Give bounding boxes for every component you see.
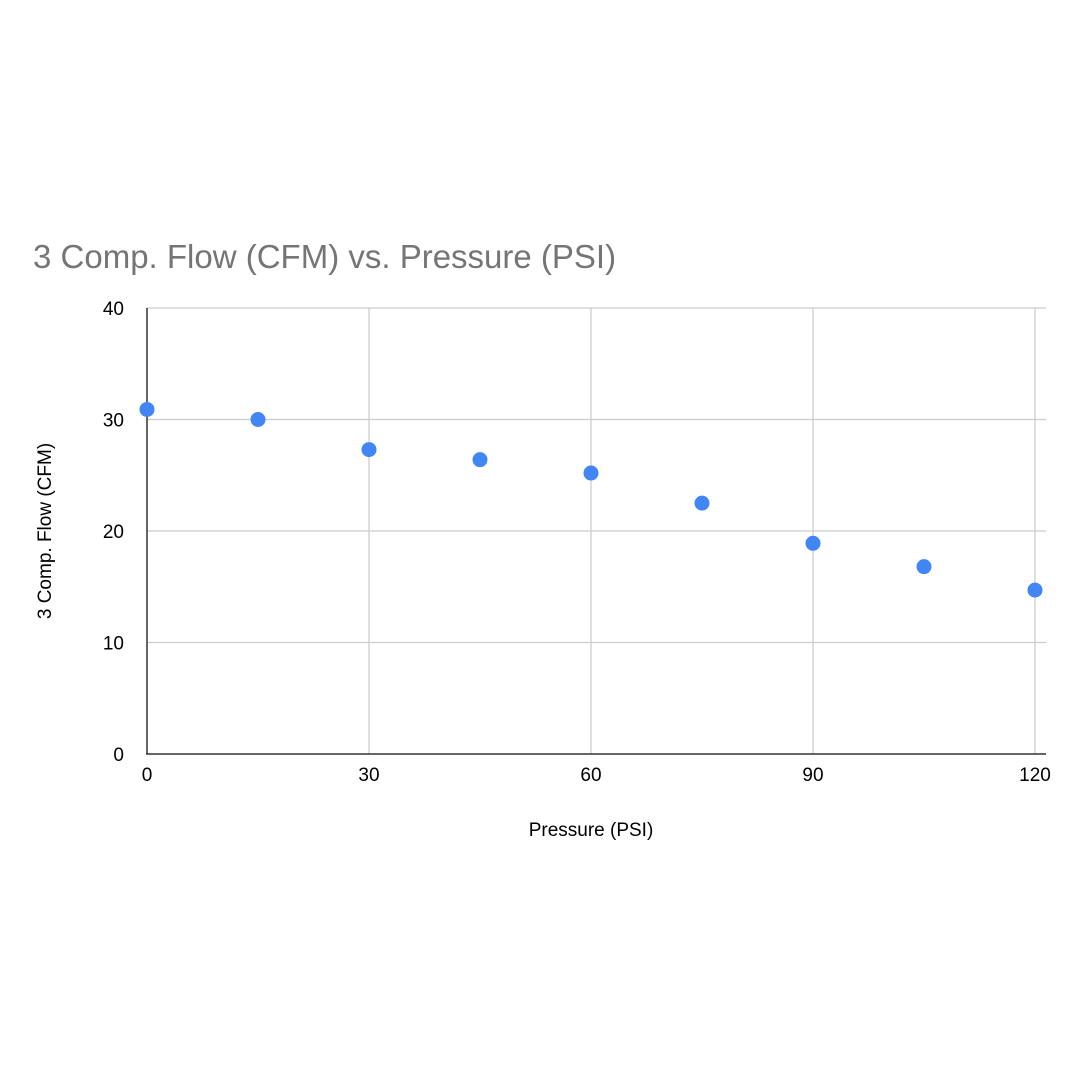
x-tick-label: 60 bbox=[580, 765, 601, 786]
data-point bbox=[472, 452, 488, 468]
y-tick-label: 40 bbox=[103, 299, 124, 320]
data-point bbox=[250, 412, 266, 427]
y-tick-label: 30 bbox=[103, 411, 124, 432]
data-point bbox=[583, 465, 599, 481]
data-point bbox=[694, 495, 710, 511]
data-point bbox=[139, 401, 155, 417]
x-tick-label: 30 bbox=[358, 765, 379, 786]
axes bbox=[146, 308, 1046, 755]
x-tick-label: 120 bbox=[1019, 765, 1051, 786]
grid bbox=[147, 307, 1046, 754]
data-point bbox=[916, 559, 932, 575]
x-axis-title: Pressure (PSI) bbox=[529, 820, 654, 841]
data-point bbox=[805, 535, 821, 551]
y-axis-title: 3 Comp. Flow (CFM) bbox=[35, 443, 56, 619]
data-point bbox=[361, 442, 377, 458]
y-tick-label: 10 bbox=[103, 634, 124, 655]
x-tick-label: 90 bbox=[802, 765, 823, 786]
y-tick-label: 0 bbox=[113, 745, 124, 766]
tick-labels: 0 10 20 30 40 0 30 60 90 120 bbox=[103, 299, 1051, 786]
data-points bbox=[139, 401, 1043, 598]
x-tick-label: 0 bbox=[142, 765, 153, 786]
chart-title: 3 Comp. Flow (CFM) vs. Pressure (PSI) bbox=[33, 238, 616, 275]
data-point bbox=[1027, 582, 1043, 598]
y-tick-label: 20 bbox=[103, 522, 124, 543]
